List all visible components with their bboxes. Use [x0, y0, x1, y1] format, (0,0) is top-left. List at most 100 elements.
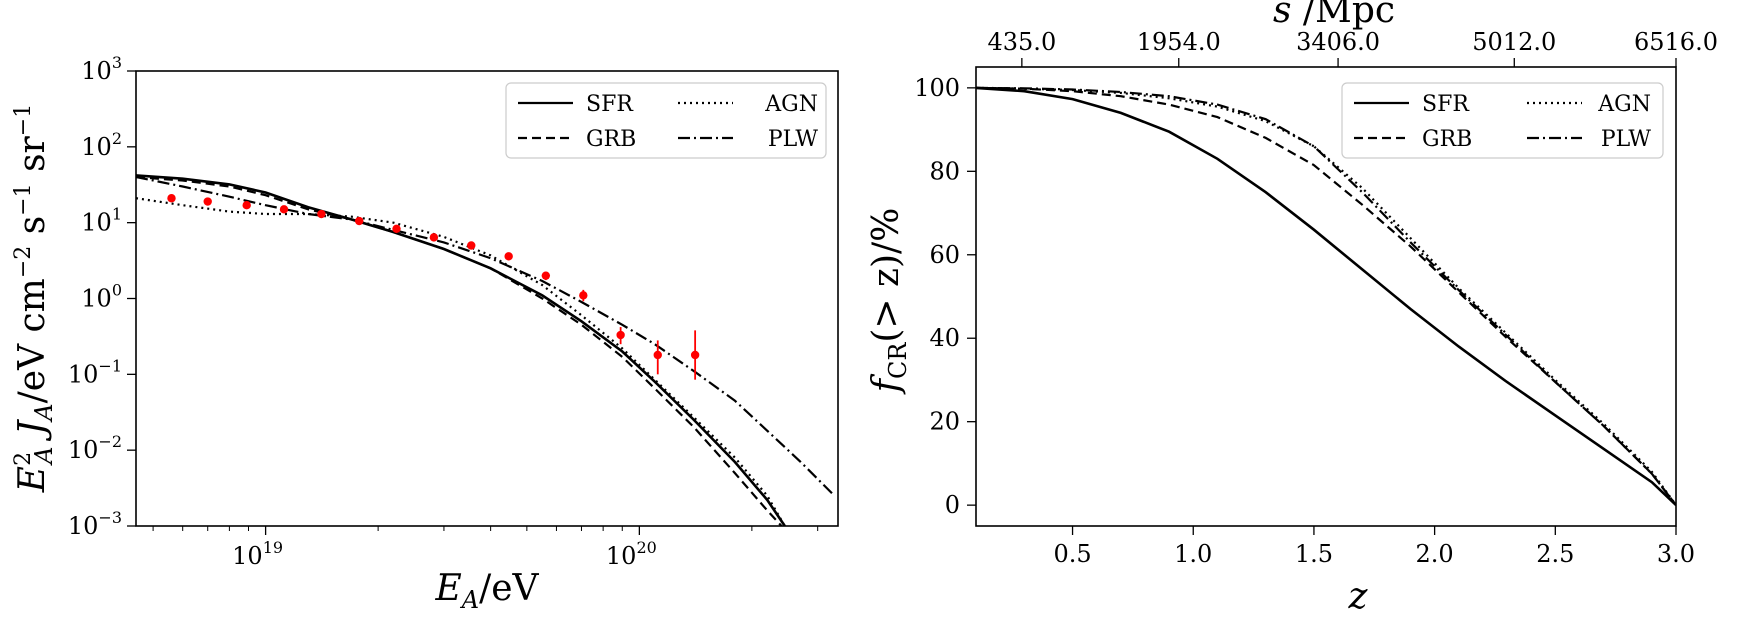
legend-label-grb: GRB	[586, 127, 636, 152]
top-x-tick-label: 1954.0	[1137, 28, 1221, 56]
y-tick-label: 10−1	[68, 356, 122, 388]
series-line-grb	[136, 175, 783, 526]
series-line-plw	[976, 86, 1676, 506]
series-line-sfr	[976, 86, 1676, 507]
x-tick-label: 1.0	[1174, 540, 1212, 568]
series-group	[976, 86, 1676, 507]
y-tick-exp: −1	[98, 356, 122, 375]
top-x-tick-label: 3406.0	[1296, 28, 1380, 56]
x-tick-base: 10	[232, 542, 263, 570]
data-point	[690, 350, 700, 360]
y-tick-label: 100	[914, 74, 960, 102]
data-point	[579, 291, 588, 300]
data-point	[616, 330, 625, 340]
top-x-tick-label: 435.0	[988, 28, 1057, 56]
data-point	[203, 197, 212, 206]
x-tick-label: 1019	[232, 538, 283, 570]
x-tick-label: 3.0	[1657, 540, 1695, 568]
y-tick-exp: 1	[112, 205, 122, 224]
right-panel-fraction: 0.5 1.0 1.5 2.0 2.5 3.0 0 20 40 60 80 100 435.0 1954.…	[866, 0, 1718, 617]
x-tick-label: 1.5	[1295, 540, 1333, 568]
x-tick-label: 2.5	[1536, 540, 1574, 568]
y-label-e-sub: A	[30, 447, 58, 466]
x-tick-exp: 20	[636, 538, 656, 557]
x-tick-exp: 19	[263, 538, 283, 557]
y-label-f-sub: CR	[884, 342, 912, 379]
y-tick-exp: 0	[112, 281, 122, 300]
data-point	[242, 200, 251, 210]
legend: SFR AGN GRB PLW	[505, 82, 827, 159]
y-label-unit-sr: sr	[12, 135, 53, 183]
data-point	[541, 271, 551, 280]
y-tick-base: 10	[81, 285, 112, 313]
series-group	[124, 174, 834, 526]
y-tick-label: 80	[929, 157, 960, 185]
legend-label-agn: AGN	[1597, 92, 1651, 117]
y-label-cm-sup: −2	[11, 246, 36, 278]
y-tick-base: 10	[81, 133, 112, 161]
data-point	[279, 205, 289, 214]
x-tick-label: 0.5	[1053, 540, 1091, 568]
data-point	[124, 187, 132, 195]
y-label-unit-s: s	[12, 216, 53, 246]
x-label-main: E	[434, 568, 461, 609]
y-axis-label: fCR(> z)/%	[866, 208, 912, 396]
y-label-sr-sup: −1	[11, 104, 36, 136]
y-label-unit-cm: /eV cm	[12, 278, 53, 403]
legend-label-plw: PLW	[768, 127, 819, 152]
data-point	[504, 252, 513, 261]
x-tick-base: 10	[606, 542, 637, 570]
legend-box	[505, 82, 827, 159]
x-axis-label: z	[1348, 576, 1369, 617]
data-point	[317, 209, 326, 219]
x-label-tail: /eV	[479, 568, 539, 609]
y-tick-label: 102	[81, 129, 122, 161]
legend-label-plw: PLW	[1601, 127, 1652, 152]
y-tick-exp: −3	[98, 508, 122, 527]
legend-label-grb: GRB	[1422, 127, 1472, 152]
x-tick-label: 2.0	[1416, 540, 1454, 568]
y-tick-exp: 2	[112, 129, 122, 148]
y-tick-label: 10−3	[68, 508, 122, 540]
y-label-s-sup: −1	[11, 183, 36, 215]
series-line-plw	[136, 175, 834, 496]
legend-label-agn: AGN	[764, 92, 818, 117]
y-tick-label: 10−2	[68, 432, 122, 464]
data-point	[653, 350, 662, 360]
left-panel-spectrum: 1019 102010310210110010−110−210−3EA/eVE2A…	[11, 53, 839, 614]
legend-label-sfr: SFR	[586, 92, 634, 117]
top-x-tick-label: 5012.0	[1472, 28, 1556, 56]
data-point	[392, 224, 401, 234]
x-tick-label: 1020	[606, 538, 657, 570]
legend-label-sfr: SFR	[1422, 92, 1470, 117]
legend-box	[1341, 82, 1664, 159]
y-tick-label: 101	[81, 205, 122, 237]
series-line-agn	[136, 197, 786, 526]
top-x-tick-label: 6516.0	[1634, 28, 1718, 56]
y-label-j-sub: A	[30, 403, 58, 422]
y-tick-label: 20	[929, 408, 960, 436]
plot-frame	[975, 66, 1677, 527]
y-tick-label: 40	[929, 324, 960, 352]
y-tick-base: 10	[81, 57, 112, 85]
y-tick-base: 10	[68, 512, 99, 540]
top-axis-label: s /Mpc	[1273, 0, 1395, 31]
y-tick-label: 0	[945, 491, 960, 519]
series-line-sfr	[136, 174, 786, 526]
y-label-e-sup: 2	[11, 452, 36, 466]
legend: SFR AGN GRB PLW	[1341, 82, 1664, 159]
x-label-sub: A	[460, 586, 479, 614]
data-point	[467, 241, 476, 250]
y-tick-base: 10	[68, 360, 99, 388]
y-axis-label: E2A JA/eV cm−2 s−1 sr−1	[11, 104, 58, 493]
y-tick-label: 60	[929, 241, 960, 269]
data-point	[429, 233, 439, 242]
series-line-grb	[976, 86, 1676, 506]
y-label-e: E	[12, 466, 53, 493]
y-tick-exp: 3	[112, 53, 122, 72]
x-axis-label: EA/eV	[434, 568, 539, 614]
top-label-s: s	[1273, 0, 1291, 31]
y-tick-label: 103	[81, 53, 122, 85]
y-label-j: J	[12, 418, 53, 446]
